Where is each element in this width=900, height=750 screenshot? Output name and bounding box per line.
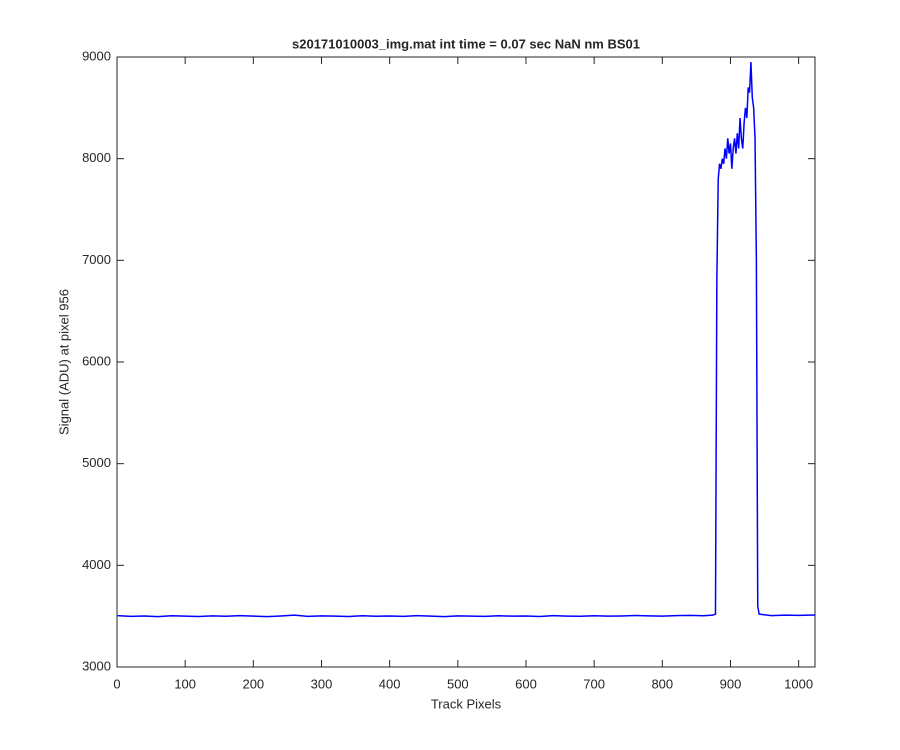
x-tick-label: 800 [651,676,673,691]
x-tick-label: 300 [311,676,333,691]
x-tick-label: 1000 [784,676,813,691]
x-tick-label: 700 [583,676,605,691]
x-tick-label: 0 [113,676,120,691]
x-tick-label: 900 [720,676,742,691]
x-tick-label: 400 [379,676,401,691]
x-tick-label: 100 [174,676,196,691]
x-axis-label: Track Pixels [431,696,502,711]
x-tick-label: 600 [515,676,537,691]
y-tick-label: 9000 [82,48,111,63]
x-tick-label: 500 [447,676,469,691]
y-axis-label: Signal (ADU) at pixel 956 [56,289,71,435]
chart-title: s20171010003_img.mat int time = 0.07 sec… [292,36,640,51]
data-line [117,62,816,618]
y-tick-label: 7000 [82,252,111,267]
y-tick-label: 3000 [82,658,111,673]
axes-box [116,56,816,668]
y-tick-label: 6000 [82,353,111,368]
y-tick-label: 5000 [82,455,111,470]
x-tick-label: 200 [242,676,264,691]
y-tick-label: 8000 [82,150,111,165]
y-tick-label: 4000 [82,557,111,572]
